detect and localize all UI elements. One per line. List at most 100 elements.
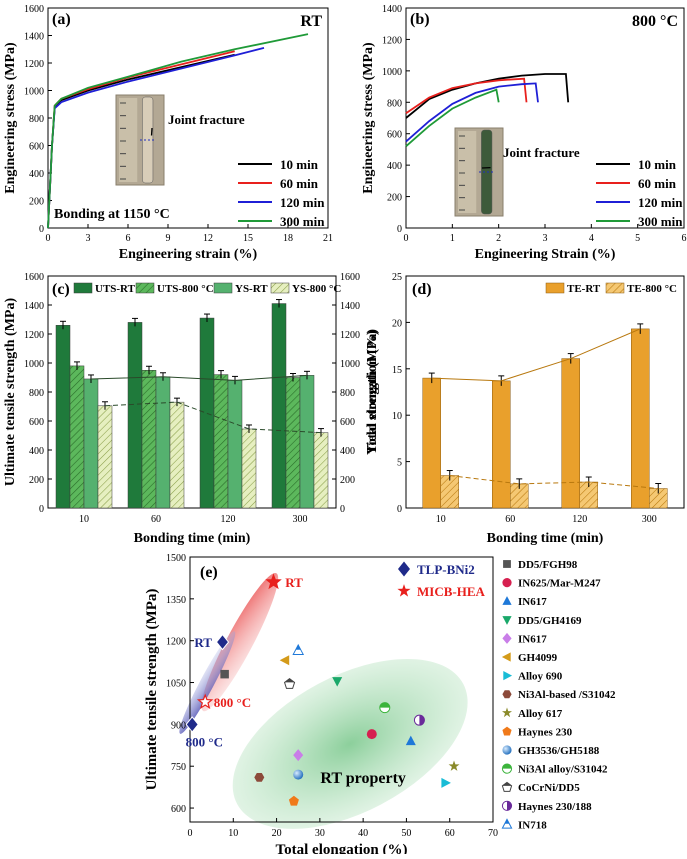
x-axis-label: Engineering strain (%) xyxy=(119,247,258,262)
rt-red-label: RT xyxy=(285,575,303,590)
point-Ni3AlalloyS31042 xyxy=(380,703,390,713)
y-tick-label: 400 xyxy=(387,161,402,172)
legend-label: IN625/Mar-M247 xyxy=(518,578,601,590)
y-tick-label: 1200 xyxy=(166,637,186,648)
point-Haynes230188 xyxy=(414,715,424,725)
y-tick-label: 1000 xyxy=(24,87,44,98)
x-tick-label: 0 xyxy=(46,233,51,244)
y-tick-label: 400 xyxy=(29,446,44,457)
y-tick-label: 0 xyxy=(397,224,402,235)
y-tick-label-right: 0 xyxy=(340,504,345,515)
bar-UTS-RT xyxy=(272,304,286,508)
legend-marker xyxy=(502,652,511,661)
legend-swatch xyxy=(136,283,154,293)
y-axis-label: Ultimate tensile strength (MPa) xyxy=(144,589,160,791)
y-tick-label: 1400 xyxy=(24,32,44,43)
legend-label: 10 min xyxy=(280,157,319,172)
y-tick-label: 15 xyxy=(392,365,402,376)
x-tick-label: 0 xyxy=(188,828,193,839)
x-tick-label: 50 xyxy=(401,828,411,839)
legend-swatch xyxy=(546,283,564,293)
curve-300min xyxy=(48,34,308,228)
rt-property-region xyxy=(205,624,495,854)
x-axis-label: Total elongation (%) xyxy=(276,842,408,854)
x-tick-label: 18 xyxy=(283,233,293,244)
bar-TE-RT xyxy=(562,359,580,508)
y-tick-label: 20 xyxy=(392,318,402,329)
legend-label: IN718 xyxy=(518,819,547,831)
y-tick-label: 1050 xyxy=(166,679,186,690)
y-tick-label: 1350 xyxy=(166,595,186,606)
y-tick-label: 1400 xyxy=(24,301,44,312)
bar-YS-800C xyxy=(170,402,184,508)
legend-swatch xyxy=(214,283,232,293)
trend-te-800 xyxy=(450,476,659,489)
x-tick-label: 21 xyxy=(323,233,333,244)
x-axis-label: Engineering Strain (%) xyxy=(475,247,616,262)
legend-label: 10 min xyxy=(638,157,677,172)
y-tick-label: 1200 xyxy=(24,330,44,341)
bar-UTS-RT xyxy=(128,322,142,508)
y-tick-label: 600 xyxy=(29,142,44,153)
bar-TE-RT xyxy=(631,329,649,508)
x-tick-label: 9 xyxy=(166,233,171,244)
legend-label: Ni3Al alloy/S31042 xyxy=(518,764,608,776)
y-tick-label: 900 xyxy=(171,720,186,731)
bonding-note: Bonding at 1150 °C xyxy=(54,207,170,222)
panel-label: (c) xyxy=(52,281,70,298)
y-tick-label: 0 xyxy=(397,504,402,515)
y-tick-label: 5 xyxy=(397,458,402,469)
ruler xyxy=(458,131,476,213)
legend-marker xyxy=(502,801,511,810)
y-tick-label: 1400 xyxy=(382,4,402,15)
legend-label: DD5/FGH98 xyxy=(518,559,578,571)
y-tick-label-right: 1200 xyxy=(340,330,360,341)
specimen-photo: Joint fracture xyxy=(455,128,580,216)
legend-marker xyxy=(503,671,512,680)
legend-marker xyxy=(503,560,511,568)
point-GH4099 xyxy=(280,655,290,665)
x-tick-label: 300 xyxy=(642,514,657,525)
y-tick-label: 1000 xyxy=(382,67,402,78)
x-tick-label: 70 xyxy=(488,828,498,839)
point-Alloy617 xyxy=(449,761,460,771)
bar-TE-RT xyxy=(423,378,441,508)
legend-label: 60 min xyxy=(638,176,677,191)
specimen xyxy=(481,130,492,214)
legend-swatch xyxy=(271,283,289,293)
y-tick-label: 1600 xyxy=(24,272,44,283)
panel-label: (e) xyxy=(200,564,218,581)
legend-marker xyxy=(502,819,511,828)
legend-label: Haynes 230/188 xyxy=(518,801,592,813)
y-tick-label-right: 1600 xyxy=(340,272,360,283)
panel-corner-label: RT xyxy=(300,13,322,30)
legend-marker xyxy=(502,727,511,736)
y-tick-label: 750 xyxy=(171,762,186,773)
x-tick-label: 15 xyxy=(243,233,253,244)
bar-YS-RT xyxy=(84,379,98,508)
x-tick-label: 6 xyxy=(682,233,687,244)
legend-marker xyxy=(502,633,511,644)
legend-label: 60 min xyxy=(280,176,319,191)
y-tick-label: 800 xyxy=(387,98,402,109)
y-axis-label: Ultimate tensile strength (MPa) xyxy=(3,298,18,487)
x-tick-label: 0 xyxy=(404,233,409,244)
x-tick-label: 1 xyxy=(450,233,455,244)
rt-property-label: RT property xyxy=(320,770,406,787)
y-tick-label: 200 xyxy=(29,475,44,486)
x-tick-label: 3 xyxy=(86,233,91,244)
legend-label: Haynes 230 xyxy=(518,726,573,738)
bar-YS-RT xyxy=(300,375,314,508)
curve-60min xyxy=(406,79,527,114)
bar-UTS-800C xyxy=(214,375,228,508)
x-tick-label: 20 xyxy=(272,828,282,839)
legend-label: CoCrNi/DD5 xyxy=(518,782,580,794)
y-tick-label-right: 1400 xyxy=(340,301,360,312)
panel-c: 0200400600800100012001400160002004006008… xyxy=(3,272,380,546)
x-tick-label: 120 xyxy=(572,514,587,525)
y-tick-label: 800 xyxy=(29,114,44,125)
x-tick-label: 60 xyxy=(505,514,515,525)
